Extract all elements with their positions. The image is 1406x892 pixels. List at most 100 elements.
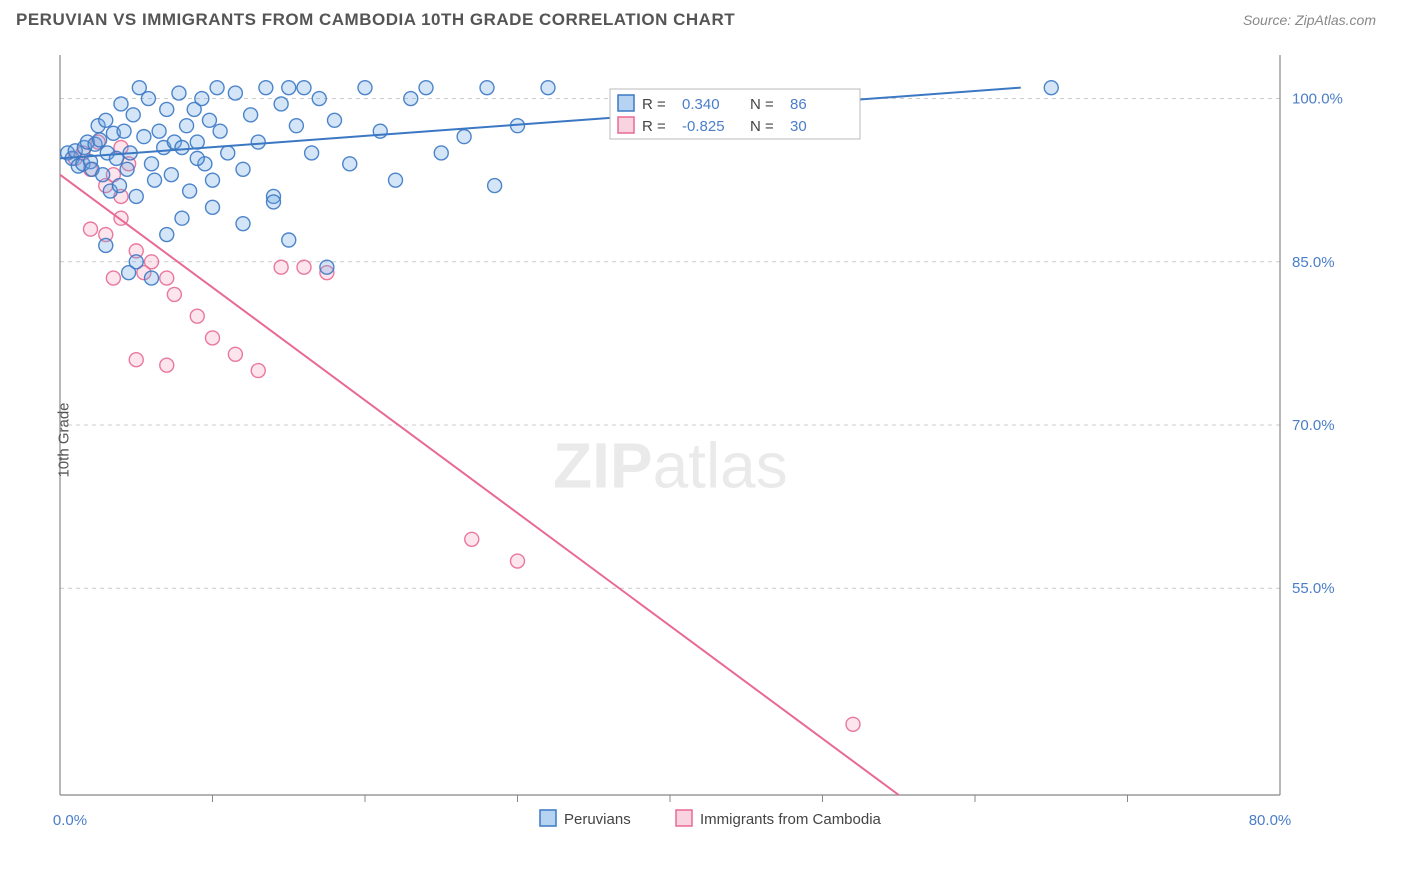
bottom-legend-label: Immigrants from Cambodia xyxy=(700,811,882,828)
x-tick-label: 0.0% xyxy=(53,812,87,829)
scatter-point xyxy=(480,81,494,95)
legend-swatch xyxy=(618,95,634,111)
scatter-point xyxy=(312,92,326,106)
y-axis-label: 10th Grade xyxy=(56,402,73,477)
x-tick-label: 80.0% xyxy=(1249,812,1292,829)
watermark: ZIPatlas xyxy=(553,429,788,501)
scatter-point xyxy=(180,119,194,133)
scatter-point xyxy=(99,238,113,252)
scatter-point xyxy=(541,81,555,95)
scatter-point xyxy=(93,133,107,147)
scatter-point xyxy=(84,222,98,236)
scatter-point xyxy=(190,151,204,165)
scatter-point xyxy=(117,124,131,138)
scatter-point xyxy=(846,717,860,731)
scatter-point xyxy=(114,97,128,111)
scatter-point xyxy=(195,92,209,106)
scatter-point xyxy=(129,189,143,203)
legend-swatch xyxy=(618,117,634,133)
scatter-point xyxy=(282,81,296,95)
scatter-point xyxy=(328,113,342,127)
scatter-point xyxy=(434,146,448,160)
scatter-point xyxy=(99,113,113,127)
scatter-point xyxy=(236,217,250,231)
scatter-point xyxy=(297,260,311,274)
scatter-point xyxy=(167,287,181,301)
scatter-point xyxy=(145,271,159,285)
scatter-point xyxy=(129,353,143,367)
scatter-point xyxy=(213,124,227,138)
scatter-point xyxy=(183,184,197,198)
scatter-point xyxy=(129,255,143,269)
scatter-point xyxy=(175,141,189,155)
scatter-point xyxy=(172,86,186,100)
plot-area: 10th Grade 55.0%70.0%85.0%100.0%0.0%80.0… xyxy=(50,45,1370,835)
y-tick-label: 70.0% xyxy=(1292,417,1335,434)
scatter-point xyxy=(106,271,120,285)
scatter-point xyxy=(274,97,288,111)
scatter-point xyxy=(210,81,224,95)
y-tick-label: 100.0% xyxy=(1292,91,1343,108)
scatter-point xyxy=(457,130,471,144)
legend-n-label: N = xyxy=(750,96,774,113)
scatter-point xyxy=(389,173,403,187)
scatter-point xyxy=(465,532,479,546)
scatter-point xyxy=(126,108,140,122)
scatter-point xyxy=(228,347,242,361)
scatter-point xyxy=(305,146,319,160)
legend-n-value: 86 xyxy=(790,96,807,113)
legend-r-value: -0.825 xyxy=(682,118,725,135)
scatter-point xyxy=(145,255,159,269)
scatter-point xyxy=(137,130,151,144)
scatter-point xyxy=(160,271,174,285)
legend-r-value: 0.340 xyxy=(682,96,720,113)
bottom-legend-swatch xyxy=(540,810,556,826)
scatter-point xyxy=(96,168,110,182)
scatter-point xyxy=(282,233,296,247)
scatter-point xyxy=(190,309,204,323)
scatter-point xyxy=(244,108,258,122)
scatter-point xyxy=(267,195,281,209)
scatter-point xyxy=(259,81,273,95)
scatter-point xyxy=(148,173,162,187)
chart-title: PERUVIAN VS IMMIGRANTS FROM CAMBODIA 10T… xyxy=(16,10,735,30)
scatter-point xyxy=(160,358,174,372)
legend-n-value: 30 xyxy=(790,118,807,135)
scatter-point xyxy=(289,119,303,133)
scatter-point xyxy=(488,179,502,193)
scatter-point xyxy=(343,157,357,171)
scatter-point xyxy=(160,102,174,116)
scatter-point xyxy=(112,179,126,193)
scatter-point xyxy=(164,168,178,182)
scatter-point xyxy=(206,331,220,345)
scatter-point xyxy=(202,113,216,127)
bottom-legend-swatch xyxy=(676,810,692,826)
scatter-point xyxy=(141,92,155,106)
scatter-point xyxy=(175,211,189,225)
bottom-legend-label: Peruvians xyxy=(564,811,631,828)
scatter-point xyxy=(511,554,525,568)
scatter-point xyxy=(120,162,134,176)
scatter-point xyxy=(358,81,372,95)
scatter-point xyxy=(206,200,220,214)
scatter-point xyxy=(404,92,418,106)
scatter-point xyxy=(221,146,235,160)
scatter-point xyxy=(251,135,265,149)
chart-svg: 55.0%70.0%85.0%100.0%0.0%80.0%ZIPatlasR … xyxy=(50,45,1370,835)
legend-n-label: N = xyxy=(750,118,774,135)
legend-r-label: R = xyxy=(642,118,666,135)
scatter-point xyxy=(160,228,174,242)
scatter-point xyxy=(320,260,334,274)
scatter-point xyxy=(228,86,242,100)
y-tick-label: 85.0% xyxy=(1292,254,1335,271)
scatter-point xyxy=(297,81,311,95)
scatter-point xyxy=(419,81,433,95)
scatter-point xyxy=(145,157,159,171)
scatter-point xyxy=(1044,81,1058,95)
scatter-point xyxy=(206,173,220,187)
scatter-point xyxy=(274,260,288,274)
scatter-point xyxy=(236,162,250,176)
source-label: Source: ZipAtlas.com xyxy=(1243,12,1376,28)
scatter-point xyxy=(251,364,265,378)
legend-r-label: R = xyxy=(642,96,666,113)
